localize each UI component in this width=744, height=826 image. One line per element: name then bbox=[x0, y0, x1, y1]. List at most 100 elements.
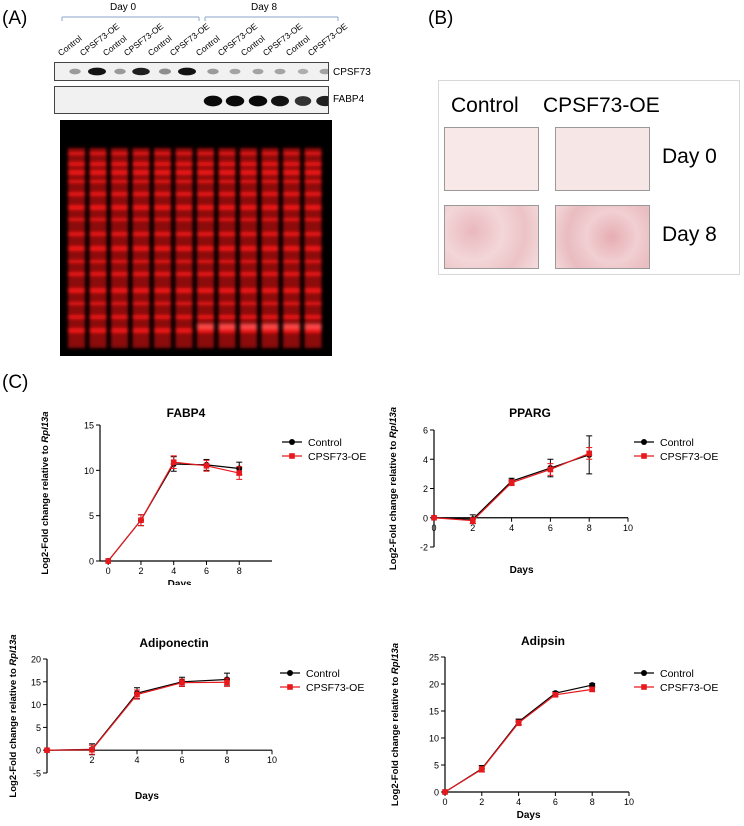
legend-marker bbox=[641, 670, 647, 676]
gel-band bbox=[261, 246, 279, 251]
gel-band bbox=[218, 288, 236, 293]
gel-band bbox=[197, 152, 214, 155]
y-tick-label: 0 bbox=[423, 513, 428, 523]
x-tick-label: 0 bbox=[106, 566, 111, 576]
series-line bbox=[107, 461, 240, 562]
gel-band bbox=[154, 288, 171, 293]
gel-band bbox=[111, 218, 128, 221]
gel-band bbox=[154, 260, 171, 263]
y-tick-label: 6 bbox=[423, 426, 428, 436]
gel-band bbox=[89, 205, 107, 210]
gel-band bbox=[111, 170, 128, 175]
gel-band bbox=[111, 246, 128, 251]
gel-band bbox=[218, 302, 236, 305]
gel-band bbox=[68, 170, 85, 175]
gel-band bbox=[175, 260, 193, 263]
gel-band bbox=[175, 192, 193, 196]
gel-band bbox=[304, 272, 322, 276]
blot-cpsf73-bands bbox=[69, 67, 331, 76]
gel-band bbox=[261, 324, 279, 329]
gel-band bbox=[261, 232, 279, 236]
gel-band bbox=[89, 170, 107, 175]
x-tick-label: 2 bbox=[138, 566, 143, 576]
gel-band bbox=[132, 246, 150, 251]
gel-band bbox=[240, 315, 257, 319]
gel-band bbox=[283, 218, 300, 221]
gel-band bbox=[218, 180, 236, 183]
legend-label: CPSF73-OE bbox=[306, 682, 364, 694]
series-line bbox=[444, 688, 593, 793]
stain-col-oe: CPSF73-OE bbox=[543, 94, 660, 117]
gel-band bbox=[89, 152, 107, 155]
gel-band bbox=[218, 170, 236, 175]
gel-band bbox=[175, 162, 193, 166]
gel-band bbox=[304, 246, 322, 251]
legend-marker bbox=[287, 684, 293, 690]
gel-band bbox=[132, 260, 150, 263]
blot-band bbox=[274, 68, 286, 75]
y-axis-label: Log2-Fold change relative to Rpl13a bbox=[40, 411, 51, 574]
gel-band bbox=[283, 288, 300, 293]
x-tick-label: 8 bbox=[587, 523, 592, 533]
x-tick-label: 4 bbox=[509, 523, 514, 533]
data-point bbox=[589, 682, 596, 689]
gel-band bbox=[111, 205, 128, 210]
legend-label: Control bbox=[660, 668, 694, 680]
gel-band bbox=[240, 324, 257, 329]
gel-band bbox=[240, 152, 257, 155]
gel-band bbox=[197, 288, 214, 293]
data-point bbox=[470, 517, 476, 524]
gel-band bbox=[154, 192, 171, 196]
gel-band bbox=[283, 260, 300, 263]
gel-band bbox=[283, 302, 300, 305]
gel-band bbox=[261, 162, 279, 166]
gel-band bbox=[68, 246, 85, 251]
gel-band bbox=[175, 328, 193, 333]
data-point bbox=[442, 789, 448, 795]
gel-band bbox=[132, 328, 150, 333]
blot-band bbox=[132, 67, 150, 76]
gel-band bbox=[68, 272, 85, 276]
gel-band bbox=[132, 272, 150, 276]
gel-band bbox=[89, 260, 107, 263]
gel-band bbox=[154, 315, 171, 319]
y-tick-label: 20 bbox=[31, 655, 41, 665]
x-axis-label: Days bbox=[168, 579, 192, 585]
gel-band bbox=[197, 232, 214, 236]
gel-band bbox=[304, 205, 322, 210]
gel-band bbox=[261, 170, 279, 175]
blot-band bbox=[316, 95, 334, 107]
x-tick-label: 4 bbox=[134, 755, 139, 765]
x-tick-label: 0 bbox=[431, 523, 436, 533]
chart-adipsin: Adipsin 0 5 10 15 20 25 0 2 4 6 8 10 Days Log2-Fold ch… bbox=[390, 634, 718, 821]
gel-band bbox=[240, 232, 257, 236]
blot-band bbox=[203, 95, 223, 107]
panel-c-label: (C) bbox=[2, 372, 29, 393]
gel-band bbox=[154, 162, 171, 166]
gel-band bbox=[218, 162, 236, 166]
x-tick-label: 0 bbox=[442, 797, 447, 807]
x-tick-label: 4 bbox=[516, 797, 521, 807]
gel-band bbox=[283, 205, 300, 210]
gel-band bbox=[283, 315, 300, 319]
gel-band bbox=[111, 328, 128, 333]
data-point bbox=[479, 766, 485, 773]
gel-band bbox=[240, 192, 257, 196]
stain-frame bbox=[438, 80, 740, 275]
gel-band bbox=[261, 152, 279, 155]
y-axis-label: Log2-Fold change relative to Rpl13a bbox=[8, 634, 19, 797]
data-point bbox=[586, 450, 592, 457]
gel-band bbox=[218, 246, 236, 251]
gel-band bbox=[197, 218, 214, 221]
gel-band bbox=[111, 152, 128, 155]
gel-band bbox=[89, 218, 107, 221]
gel-band bbox=[218, 328, 236, 333]
gel-band bbox=[218, 218, 236, 221]
blot-name-fabp4: FABP4 bbox=[333, 94, 365, 105]
blot-name-cpsf73: CPSF73 bbox=[333, 67, 371, 78]
blot-band bbox=[207, 68, 219, 75]
gel-band bbox=[154, 170, 171, 175]
y-tick-label: 5 bbox=[434, 761, 439, 771]
legend-marker bbox=[289, 439, 295, 445]
gel-band bbox=[197, 324, 214, 329]
